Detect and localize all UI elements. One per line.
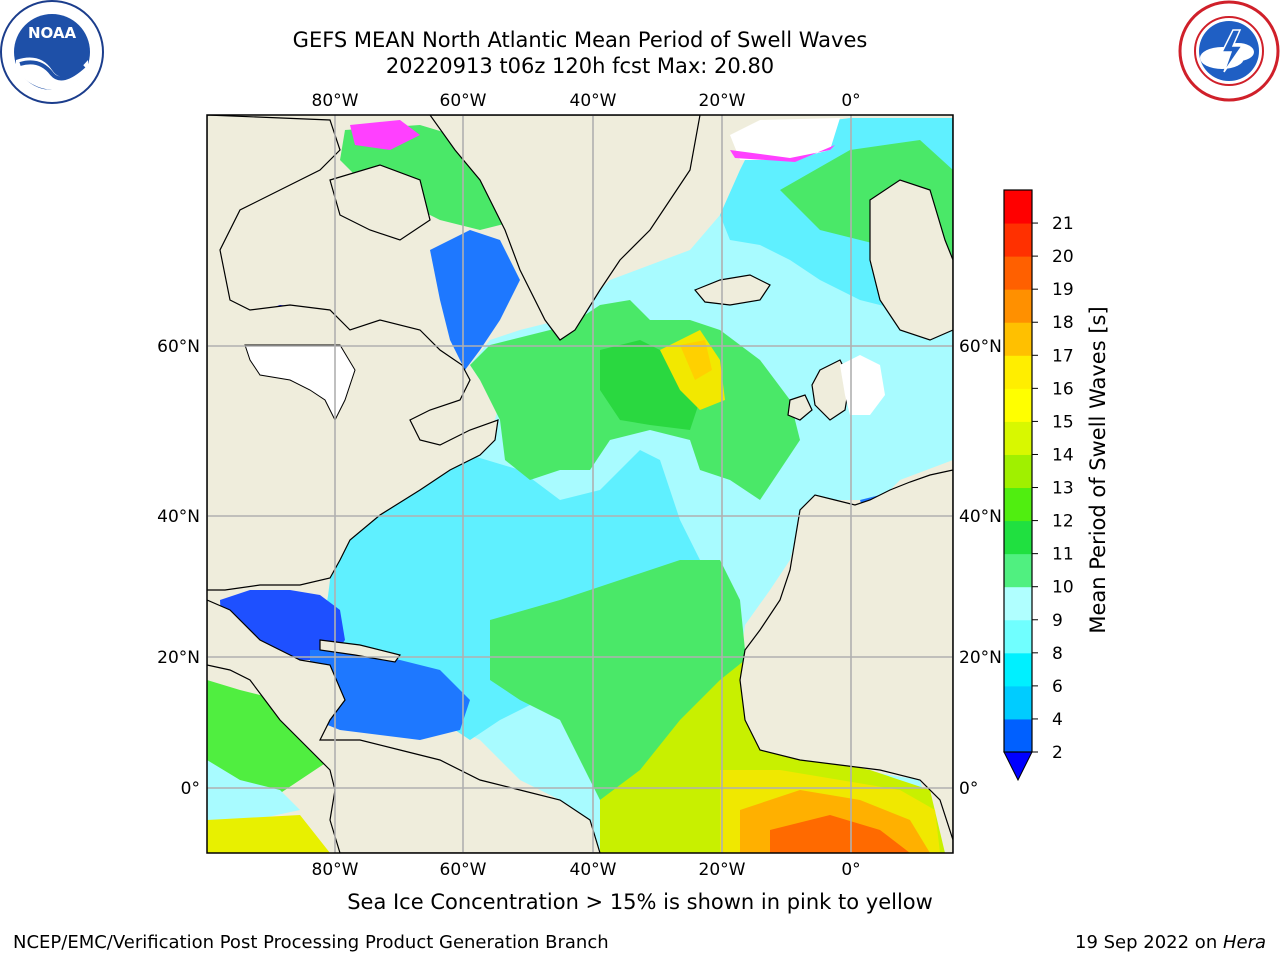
- colorbar-segment: [1004, 223, 1032, 257]
- colorbar-segment: [1004, 652, 1032, 687]
- colorbar-segment: [1004, 355, 1032, 389]
- colorbar-segment: [1004, 718, 1032, 753]
- noaa-logo-icon: NOAA: [0, 0, 104, 104]
- sea-ice-caption: Sea Ice Concentration > 15% is shown in …: [347, 890, 933, 914]
- footer-date-text: 19 Sep 2022 on: [1075, 932, 1223, 953]
- footer-credit: NCEP/EMC/Verification Post Processing Pr…: [13, 932, 609, 953]
- left-lat-label: 20°N: [157, 648, 200, 668]
- colorbar-outline: [1003, 189, 1033, 753]
- colorbar-under-arrow: [1003, 751, 1033, 782]
- colorbar-tick-label: 19: [1052, 280, 1074, 300]
- coastlines: [207, 115, 953, 853]
- footer-host: Hera: [1222, 932, 1266, 953]
- colorbar-segment: [1004, 520, 1032, 555]
- colorbar-tick-label: 11: [1052, 545, 1074, 565]
- colorbar-tick-label: 13: [1052, 479, 1074, 499]
- bottom-lon-label: 80°W: [312, 860, 359, 880]
- map-grid: [207, 115, 953, 853]
- top-lon-label: 60°W: [440, 91, 487, 111]
- bottom-lon-labels: 80°W 60°W 40°W 20°W 0°: [312, 860, 861, 880]
- top-lon-label: 80°W: [312, 91, 359, 111]
- colorbar-segment: [1004, 454, 1032, 489]
- bottom-lon-label: 60°W: [440, 860, 487, 880]
- colorbar-segment: [1004, 322, 1032, 356]
- colorbar-tick-label: 17: [1052, 346, 1074, 366]
- top-lon-label: 20°W: [699, 91, 746, 111]
- top-lon-labels: 80°W 60°W 40°W 20°W 0°: [312, 91, 861, 111]
- colorbar-segment: [1004, 586, 1032, 621]
- bottom-lon-label: 40°W: [570, 860, 617, 880]
- colorbar-tick-label: 18: [1052, 313, 1074, 333]
- colorbar-segment: [1004, 289, 1032, 323]
- nws-logo-icon: [1178, 0, 1280, 102]
- colorbar-tick-label: 16: [1052, 379, 1074, 399]
- colorbar-segment: [1004, 421, 1032, 455]
- colorbar-tick-label: 9: [1052, 611, 1063, 631]
- right-lat-label: 20°N: [959, 648, 1002, 668]
- colorbar-tick-label: 21: [1052, 214, 1074, 234]
- colorbar-segment: [1004, 190, 1032, 224]
- colorbar-segment: [1004, 553, 1032, 588]
- top-lon-label: 40°W: [570, 91, 617, 111]
- right-lat-label: 60°N: [959, 337, 1002, 357]
- left-lat-label: 40°N: [157, 507, 200, 527]
- bottom-lon-label: 20°W: [699, 860, 746, 880]
- colorbar-segment: [1004, 619, 1032, 654]
- colorbar-segment: [1004, 685, 1032, 720]
- right-lat-label: 40°N: [959, 507, 1002, 527]
- colorbar-tick-label: 8: [1052, 644, 1063, 664]
- map-area: [207, 115, 953, 853]
- colorbar-segment: [1004, 388, 1032, 422]
- colorbar-tick-label: 14: [1052, 445, 1074, 465]
- right-lat-labels: 60°N 40°N 20°N 0°: [959, 337, 1002, 799]
- right-lat-label: 0°: [959, 779, 978, 799]
- colorbar-tick-label: 6: [1052, 677, 1063, 697]
- colorbar: 2 4 6 8 9 10 11 12 13 14 15 16 17 18 19 20 21: [1003, 189, 1074, 782]
- left-lat-label: 0°: [181, 779, 200, 799]
- svg-text:NOAA: NOAA: [28, 24, 77, 42]
- left-lat-label: 60°N: [157, 337, 200, 357]
- map-title: GEFS MEAN North Atlantic Mean Period of …: [292, 28, 868, 52]
- colorbar-tick-label: 12: [1052, 512, 1074, 532]
- footer-date: 19 Sep 2022 on Hera: [1075, 932, 1266, 953]
- top-lon-label: 0°: [841, 91, 860, 111]
- colorbar-tick-label: 2: [1052, 743, 1063, 763]
- colorbar-label: Mean Period of Swell Waves [s]: [1086, 306, 1110, 634]
- map-frame: [206, 114, 954, 854]
- colorbar-tick-label: 10: [1052, 578, 1074, 598]
- colorbar-tick-label: 4: [1052, 710, 1063, 730]
- map-subtitle: 20220913 t06z 120h fcst Max: 20.80: [385, 54, 775, 78]
- left-lat-labels: 60°N 40°N 20°N 0°: [157, 337, 200, 799]
- colorbar-segment: [1004, 487, 1032, 522]
- bottom-lon-label: 0°: [841, 860, 860, 880]
- colorbar-segment: [1004, 256, 1032, 290]
- colorbar-tick-label: 20: [1052, 247, 1074, 267]
- colorbar-tick-label: 15: [1052, 412, 1074, 432]
